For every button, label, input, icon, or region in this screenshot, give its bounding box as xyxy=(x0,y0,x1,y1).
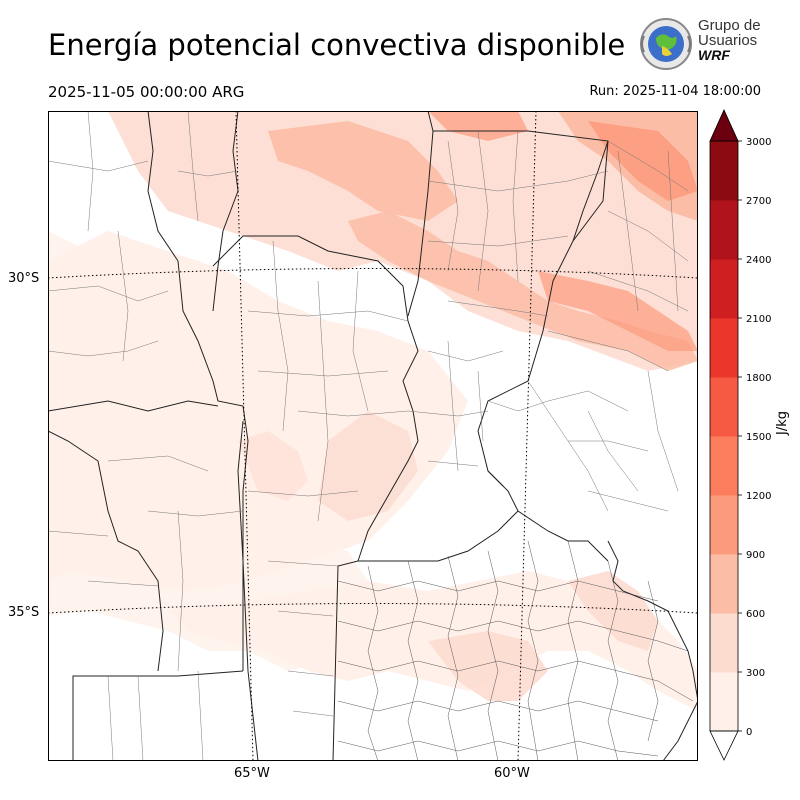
colorbar-extend-min xyxy=(709,730,739,761)
colorbar-bin xyxy=(710,377,738,437)
colorbar-bin xyxy=(710,672,738,732)
colorbar: 0 300 600 900 1200 1500 1800 2100 2400 2700 3000 xyxy=(709,109,771,761)
colorbar-tick-label: 1800 xyxy=(746,373,771,384)
colorbar-extend-max xyxy=(709,109,739,142)
run-time: Run: 2025-11-04 18:00:00 xyxy=(589,84,761,99)
colorbar-bin xyxy=(710,436,738,496)
colorbar-tick-label: 2700 xyxy=(746,196,771,207)
colorbar-tick-label: 900 xyxy=(746,550,765,561)
colorbar-tick-label: 0 xyxy=(746,727,752,738)
colorbar-tick-label: 1200 xyxy=(746,491,771,502)
logo-line3: WRF xyxy=(698,47,730,63)
cape-shading xyxy=(48,111,698,711)
graticule xyxy=(48,111,698,761)
wrf-logo: Grupo de Usuarios WRF xyxy=(638,16,763,72)
globe-emblem-icon xyxy=(640,18,692,70)
province-borders xyxy=(48,111,609,761)
colorbar-bin xyxy=(710,141,738,201)
colorbar-bin xyxy=(710,554,738,614)
lon-label-65w: 65°W xyxy=(234,766,270,781)
colorbar-unit: J/kg xyxy=(775,411,790,435)
colorbar-tick-label: 2400 xyxy=(746,255,771,266)
cape-map xyxy=(48,111,698,761)
lat-label-35s: 35°S xyxy=(8,605,40,620)
colorbar-bin xyxy=(710,259,738,319)
map-title: Energía potencial convectiva disponible xyxy=(48,28,626,62)
logo-line2: Usuarios xyxy=(698,32,758,49)
partido-borders xyxy=(337,540,694,761)
colorbar-tick-label: 2100 xyxy=(746,314,771,325)
colorbar-tick-label: 1500 xyxy=(746,432,771,443)
colorbar-bin xyxy=(710,495,738,555)
colorbar-bin xyxy=(710,613,738,673)
coastline-south xyxy=(662,700,698,761)
colorbar-tick-label: 300 xyxy=(746,668,765,679)
lat-label-30s: 30°S xyxy=(8,271,40,286)
colorbar-tick-label: 600 xyxy=(746,609,765,620)
coastline xyxy=(607,540,698,702)
lon-label-60w: 60°W xyxy=(494,766,530,781)
colorbar-bin xyxy=(710,200,738,260)
colorbar-bin xyxy=(710,318,738,378)
department-borders xyxy=(48,111,689,761)
logo-line1: Grupo de xyxy=(698,17,761,34)
map-frame xyxy=(48,111,698,761)
colorbar-tick-label: 3000 xyxy=(746,137,771,148)
valid-time: 2025-11-05 00:00:00 ARG xyxy=(48,83,245,101)
logo-text: Grupo de Usuarios WRF xyxy=(698,18,761,63)
